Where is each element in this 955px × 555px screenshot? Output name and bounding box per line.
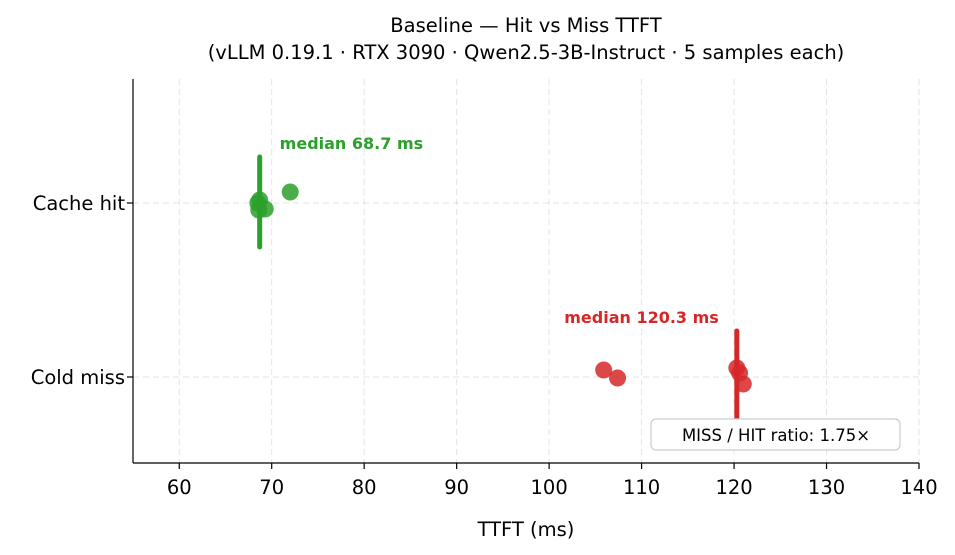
ratio-annotation: MISS / HIT ratio: 1.75× bbox=[650, 418, 901, 451]
data-point bbox=[281, 183, 299, 201]
data-point bbox=[731, 364, 749, 382]
ratio-text: MISS / HIT ratio: 1.75× bbox=[682, 426, 870, 445]
median-label: median 120.3 ms bbox=[564, 308, 719, 327]
x-tick-label: 120 bbox=[715, 476, 752, 499]
x-tick-label: 140 bbox=[900, 476, 937, 499]
y-axis-ticks: Cache hit Cold miss bbox=[31, 192, 133, 389]
data-point bbox=[250, 201, 268, 219]
ratio-box bbox=[650, 418, 901, 451]
chart-subtitle: (vLLM 0.19.1 · RTX 3090 · Qwen2.5-3B-Ins… bbox=[208, 41, 845, 64]
x-tick-label: 60 bbox=[167, 476, 192, 499]
x-axis-label: TTFT (ms) bbox=[477, 518, 575, 541]
x-tick-label: 80 bbox=[352, 476, 377, 499]
y-tick-label: Cache hit bbox=[33, 192, 126, 215]
median-label: median 68.7 ms bbox=[280, 134, 423, 153]
grid-lines bbox=[133, 79, 920, 463]
x-tick-label: 100 bbox=[531, 476, 568, 499]
x-tick-label: 110 bbox=[623, 476, 660, 499]
x-tick-label: 70 bbox=[259, 476, 284, 499]
y-tick-label: Cold miss bbox=[31, 366, 125, 389]
plot-area: median 68.7 ms median 120.3 ms bbox=[249, 134, 752, 424]
x-tick-label: 90 bbox=[444, 476, 469, 499]
x-tick-label: 130 bbox=[808, 476, 845, 499]
data-point bbox=[609, 369, 627, 387]
data-point bbox=[595, 361, 613, 379]
chart-title: Baseline — Hit vs Miss TTFT bbox=[390, 14, 662, 37]
x-axis-ticks: 60 70 80 90 100 110 120 130 140 bbox=[167, 463, 938, 499]
